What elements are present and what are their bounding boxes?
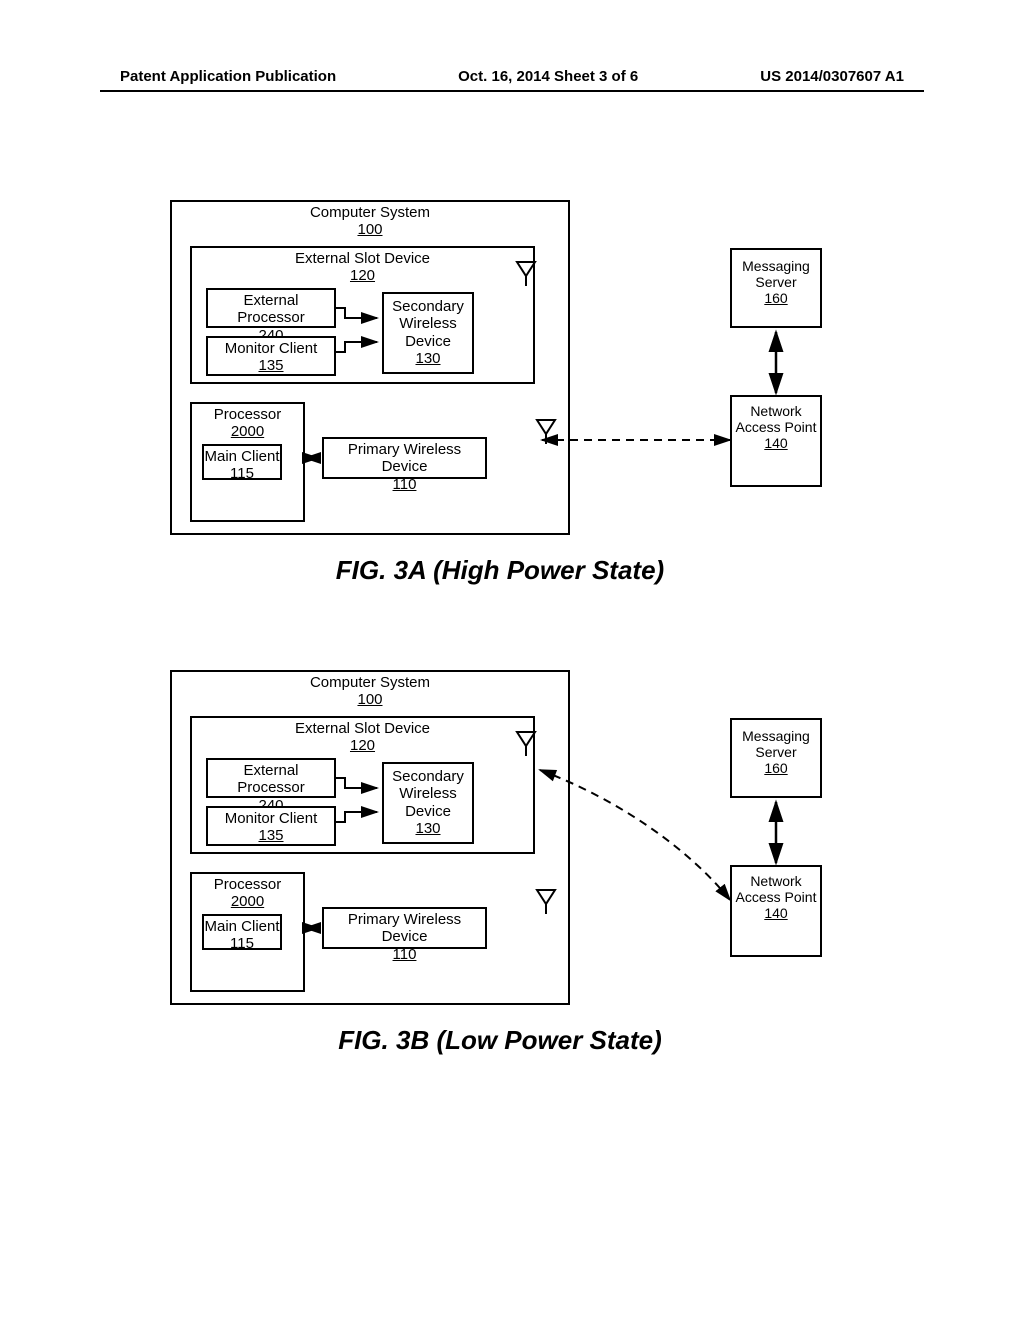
nap-num: 140: [764, 435, 787, 451]
messaging-server-box: Messaging Server 160: [730, 248, 822, 328]
computer-system-box-b: Computer System 100 External Slot Device…: [170, 670, 570, 1005]
header-rule: [100, 90, 924, 92]
mon-client-title-b: Monitor Client 135: [208, 808, 334, 845]
nap-title-b: Network Access Point 140: [732, 867, 820, 921]
main-client-box: Main Client 115: [202, 444, 282, 480]
figure-3a-caption: FIG. 3A (High Power State): [200, 555, 800, 586]
esd-title-b: External Slot Device 120: [192, 718, 533, 755]
primary-wireless-box-b: Primary Wireless Device 110: [322, 907, 487, 949]
primary-num: 110: [393, 476, 417, 493]
main-client-title-b: Main Client 115: [204, 916, 280, 953]
proc-num: 2000: [231, 423, 264, 440]
processor-box: Processor 2000 Main Client 115: [190, 402, 305, 522]
proc-label-b: Processor: [214, 876, 282, 893]
proc-num-b: 2000: [231, 893, 264, 910]
msg-server-label-b: Messaging Server: [742, 728, 810, 760]
figure-3b: Computer System 100 External Slot Device…: [170, 670, 910, 1030]
external-slot-device-box: External Slot Device 120 External Proces…: [190, 246, 535, 384]
esd-label-b: External Slot Device: [295, 720, 430, 737]
page: Patent Application Publication Oct. 16, …: [0, 0, 1024, 1320]
computer-system-title-b: Computer System 100: [172, 672, 568, 709]
msg-server-label: Messaging Server: [742, 258, 810, 290]
main-client-num-b: 115: [230, 935, 254, 952]
nap-title: Network Access Point 140: [732, 397, 820, 451]
primary-wireless-box: Primary Wireless Device 110: [322, 437, 487, 479]
cs-num: 100: [357, 221, 382, 238]
proc-label: Processor: [214, 406, 282, 423]
secondary-wireless-box: Secondary Wireless Device 130: [382, 292, 474, 374]
processor-title-b: Processor 2000: [192, 874, 303, 911]
primary-num-b: 110: [393, 946, 417, 963]
antenna-secondary-icon-b: [515, 730, 537, 756]
figure-3b-caption: FIG. 3B (Low Power State): [200, 1025, 800, 1056]
antenna-primary-icon-b: [535, 888, 557, 914]
monitor-client-box-b: Monitor Client 135: [206, 806, 336, 846]
ext-proc-label: External Processor: [237, 292, 305, 326]
cs-num-b: 100: [357, 691, 382, 708]
mon-client-num: 135: [258, 357, 283, 374]
antenna-secondary-icon: [515, 260, 537, 286]
esd-num-b: 120: [350, 737, 375, 754]
main-client-title: Main Client 115: [204, 446, 280, 483]
page-header: Patent Application Publication Oct. 16, …: [0, 68, 1024, 85]
msg-server-title: Messaging Server 160: [732, 250, 820, 306]
esd-label: External Slot Device: [295, 250, 430, 267]
computer-system-box: Computer System 100 External Slot Device…: [170, 200, 570, 535]
primary-label-b: Primary Wireless Device: [348, 911, 461, 945]
primary-wireless-title-b: Primary Wireless Device 110: [324, 909, 485, 963]
mon-client-label-b: Monitor Client: [225, 810, 318, 827]
external-processor-box-b: External Processor 240: [206, 758, 336, 798]
main-client-box-b: Main Client 115: [202, 914, 282, 950]
processor-box-b: Processor 2000 Main Client 115: [190, 872, 305, 992]
computer-system-title: Computer System 100: [172, 202, 568, 239]
processor-title: Processor 2000: [192, 404, 303, 441]
mon-client-label: Monitor Client: [225, 340, 318, 357]
msg-server-num: 160: [764, 290, 787, 306]
external-processor-box: External Processor 240: [206, 288, 336, 328]
secondary-wireless-box-b: Secondary Wireless Device 130: [382, 762, 474, 844]
primary-label: Primary Wireless Device: [348, 441, 461, 475]
esd-num: 120: [350, 267, 375, 284]
esd-title: External Slot Device 120: [192, 248, 533, 285]
messaging-server-box-b: Messaging Server 160: [730, 718, 822, 798]
msg-server-title-b: Messaging Server 160: [732, 720, 820, 776]
sec-wireless-num-b: 130: [415, 820, 440, 837]
sec-wireless-label: Secondary Wireless Device: [392, 298, 464, 350]
cs-label-b: Computer System: [310, 674, 430, 691]
header-right: US 2014/0307607 A1: [760, 68, 904, 85]
main-client-num: 115: [230, 465, 254, 482]
figure-3a: Computer System 100 External Slot Device…: [170, 200, 910, 560]
mon-client-title: Monitor Client 135: [208, 338, 334, 375]
external-slot-device-box-b: External Slot Device 120 External Proces…: [190, 716, 535, 854]
nap-label: Network Access Point: [736, 403, 817, 435]
sec-wireless-num: 130: [415, 350, 440, 367]
main-client-label-b: Main Client: [204, 918, 279, 935]
msg-server-num-b: 160: [764, 760, 787, 776]
header-center: Oct. 16, 2014 Sheet 3 of 6: [458, 68, 638, 85]
monitor-client-box: Monitor Client 135: [206, 336, 336, 376]
main-client-label: Main Client: [204, 448, 279, 465]
primary-wireless-title: Primary Wireless Device 110: [324, 439, 485, 493]
sec-wireless-title-b: Secondary Wireless Device 130: [384, 764, 472, 837]
ext-proc-label-b: External Processor: [237, 762, 305, 796]
nap-label-b: Network Access Point: [736, 873, 817, 905]
nap-num-b: 140: [764, 905, 787, 921]
mon-client-num-b: 135: [258, 827, 283, 844]
network-access-point-box-b: Network Access Point 140: [730, 865, 822, 957]
cs-label: Computer System: [310, 204, 430, 221]
header-left: Patent Application Publication: [120, 68, 336, 85]
sec-wireless-title: Secondary Wireless Device 130: [384, 294, 472, 367]
sec-wireless-label-b: Secondary Wireless Device: [392, 768, 464, 820]
antenna-primary-icon: [535, 418, 557, 444]
network-access-point-box: Network Access Point 140: [730, 395, 822, 487]
